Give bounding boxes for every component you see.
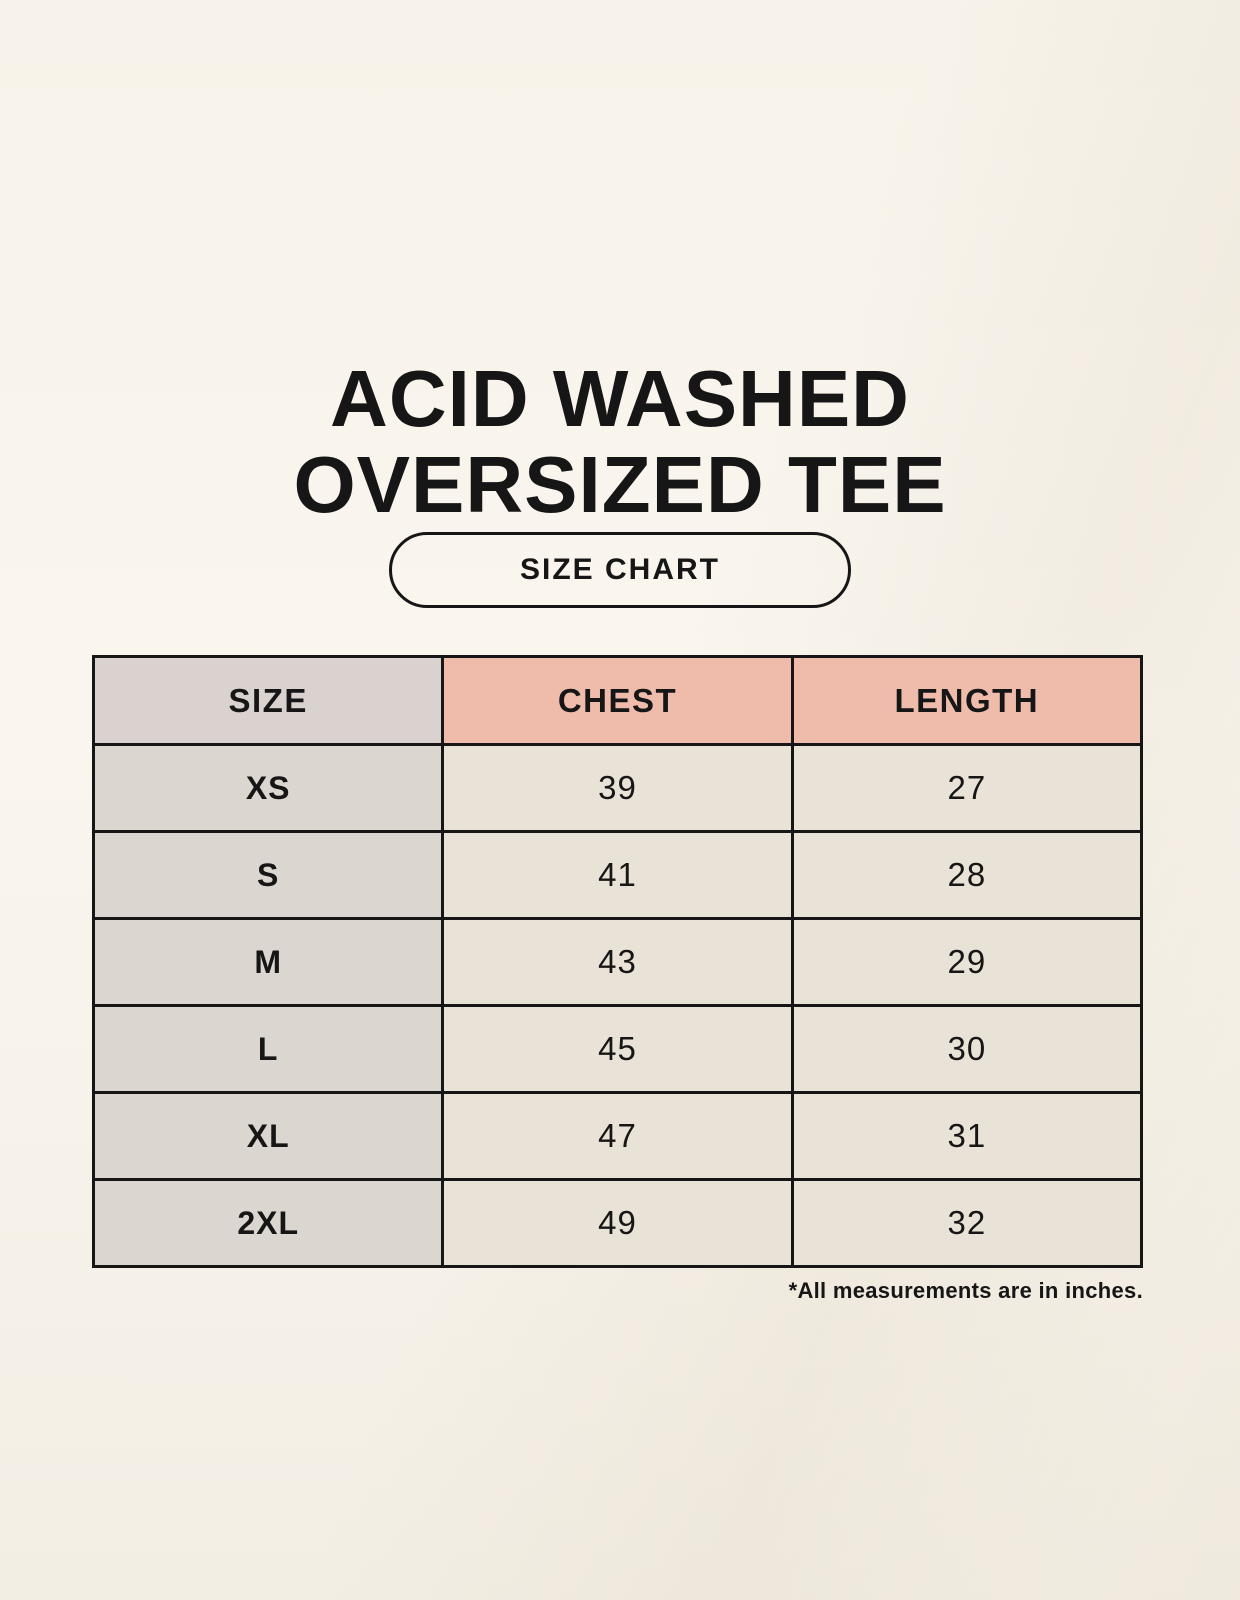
column-header-size: SIZE [91, 655, 445, 746]
product-title: ACID WASHED OVERSIZED TEE [0, 353, 1240, 529]
measurements-footnote: *All measurements are in inches. [788, 1278, 1143, 1303]
size-chart-button[interactable]: SIZE CHART [389, 532, 851, 608]
measurement-cell: 28 [790, 830, 1144, 920]
table-row: XS 39 27 [91, 743, 1144, 833]
size-label-cell: 2XL [91, 1178, 445, 1268]
measurement-cell: 47 [441, 1091, 794, 1181]
table-header-row: SIZE CHEST LENGTH [91, 655, 1144, 746]
table-body: XS 39 27 S 41 28 M 43 29 L 45 30 XL 47 31 2XL 49 32 [91, 743, 1144, 1268]
column-header-chest: CHEST [441, 655, 794, 746]
size-label-cell: S [91, 830, 445, 920]
measurement-cell: 32 [790, 1178, 1144, 1268]
size-chart-table-container: SIZE CHEST LENGTH XS 39 27 S 41 28 M 43 29 L 45 30 X… [91, 655, 1144, 1304]
size-chart-table: SIZE CHEST LENGTH XS 39 27 S 41 28 M 43 29 L 45 30 X… [91, 655, 1144, 1268]
size-label-cell: XL [91, 1091, 445, 1181]
measurement-cell: 29 [790, 917, 1144, 1007]
size-label-cell: L [91, 1004, 445, 1094]
measurement-cell: 41 [441, 830, 794, 920]
measurement-cell: 45 [441, 1004, 794, 1094]
column-header-length: LENGTH [790, 655, 1144, 746]
measurement-cell: 27 [790, 743, 1144, 833]
measurement-cell: 39 [441, 743, 794, 833]
product-title-line-2: OVERSIZED TEE [293, 439, 947, 529]
size-label-cell: XS [91, 743, 445, 833]
size-chart-button-label: SIZE CHART [520, 553, 720, 586]
measurement-cell: 30 [790, 1004, 1144, 1094]
table-row: XL 47 31 [91, 1091, 1144, 1181]
measurement-cell: 31 [790, 1091, 1144, 1181]
measurement-cell: 43 [441, 917, 794, 1007]
size-label-cell: M [91, 917, 445, 1007]
measurement-cell: 49 [441, 1178, 794, 1268]
table-row: L 45 30 [91, 1004, 1144, 1094]
table-row: S 41 28 [91, 830, 1144, 920]
product-title-line-1: ACID WASHED [330, 353, 910, 443]
table-row: 2XL 49 32 [91, 1178, 1144, 1268]
table-row: M 43 29 [91, 917, 1144, 1007]
